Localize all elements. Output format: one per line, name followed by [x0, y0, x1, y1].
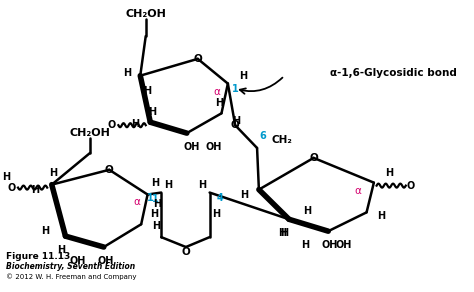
Text: α: α [133, 197, 140, 207]
Text: O: O [182, 247, 190, 257]
Text: Biochemistry, Seventh Edition: Biochemistry, Seventh Edition [6, 262, 135, 271]
Text: O: O [231, 120, 239, 130]
Text: OH: OH [205, 142, 221, 152]
Text: α-1,6-Glycosidic bond: α-1,6-Glycosidic bond [330, 68, 457, 78]
Text: H: H [49, 168, 58, 178]
Text: H: H [377, 211, 386, 221]
Text: H: H [239, 71, 247, 81]
Text: H: H [148, 107, 156, 117]
Text: H: H [164, 180, 173, 190]
Text: Figure 11.13: Figure 11.13 [6, 252, 70, 261]
Text: OH: OH [336, 240, 352, 250]
Text: H: H [281, 228, 289, 238]
Text: OH: OH [69, 256, 85, 266]
Text: O: O [8, 182, 16, 193]
Text: H: H [150, 209, 158, 219]
Text: 1: 1 [147, 192, 154, 203]
Text: O: O [105, 165, 114, 175]
Text: H: H [41, 226, 49, 236]
Text: 1: 1 [152, 194, 159, 204]
Text: H: H [301, 240, 310, 250]
Text: H: H [212, 209, 220, 219]
Text: O: O [108, 120, 116, 130]
Text: α: α [213, 86, 220, 97]
Text: CH₂OH: CH₂OH [70, 128, 110, 138]
Text: 6: 6 [259, 131, 265, 141]
Text: H: H [232, 116, 241, 126]
Text: H: H [144, 86, 152, 95]
Text: 4: 4 [217, 192, 224, 203]
Text: H: H [303, 206, 311, 216]
Text: H: H [216, 98, 224, 108]
Text: OH: OH [322, 240, 338, 250]
Text: O: O [406, 181, 414, 191]
Text: H: H [151, 178, 159, 188]
Text: H: H [152, 221, 160, 231]
Text: H: H [131, 119, 139, 129]
Text: O: O [193, 54, 202, 64]
Text: H: H [57, 245, 65, 255]
Text: H: H [31, 185, 39, 194]
Text: © 2012 W. H. Freeman and Company: © 2012 W. H. Freeman and Company [6, 273, 137, 280]
Text: OH: OH [183, 142, 200, 152]
Text: CH₂OH: CH₂OH [125, 9, 166, 19]
Text: H: H [198, 180, 206, 190]
Text: α: α [354, 186, 361, 196]
Text: CH₂: CH₂ [272, 135, 292, 145]
Text: H: H [123, 68, 131, 78]
Text: H: H [2, 172, 10, 182]
Text: 1: 1 [232, 84, 239, 93]
Text: H: H [385, 168, 393, 178]
Text: O: O [309, 153, 318, 163]
Text: H: H [153, 199, 161, 209]
Text: H: H [240, 190, 248, 199]
Text: H: H [278, 228, 286, 238]
Text: OH: OH [98, 256, 114, 266]
